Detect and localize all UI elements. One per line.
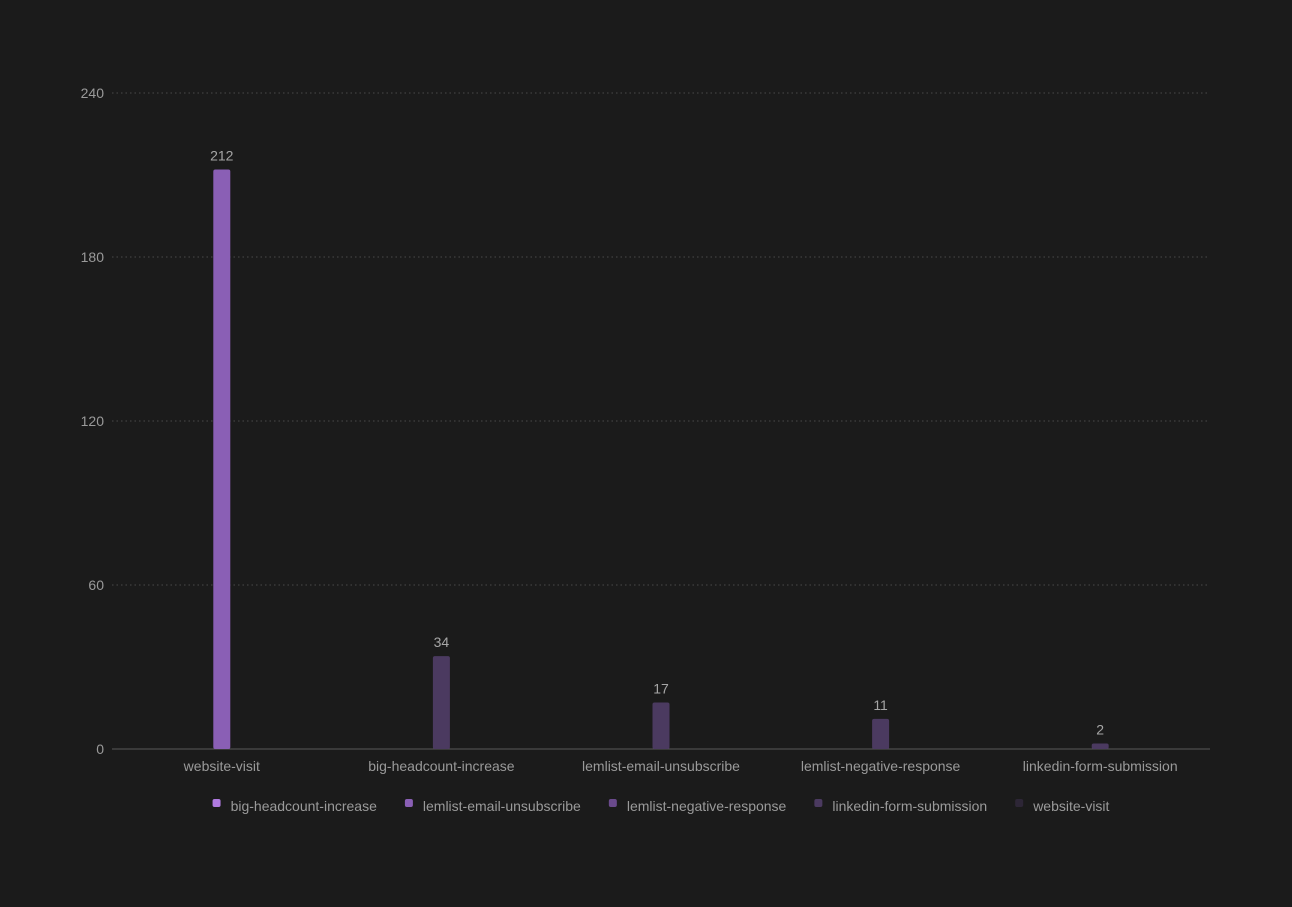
bar-website-visit[interactable] (213, 169, 231, 750)
legend-label: linkedin-form-submission (832, 798, 987, 814)
legend: big-headcount-increase lemlist-email-unsu… (212, 798, 1110, 814)
data-label-linkedin-form-submission: 2 (1096, 722, 1104, 738)
bar-lemlist-email-unsubscribe[interactable] (652, 702, 670, 749)
legend-swatch (212, 799, 221, 807)
y-tick-label: 180 (81, 249, 105, 265)
legend-label: big-headcount-increase (231, 798, 378, 814)
legend-label: website-visit (1032, 798, 1109, 814)
legend-item-lemlist-negative-response[interactable]: lemlist-negative-response (608, 798, 787, 814)
legend-label: lemlist-negative-response (627, 798, 787, 814)
bar-big-headcount-increase[interactable] (432, 656, 450, 749)
data-label-lemlist-email-unsubscribe: 17 (653, 681, 669, 697)
y-tick-label: 120 (81, 413, 105, 429)
y-tick-label: 240 (81, 85, 105, 101)
x-tick-label-lemlist-email-unsubscribe: lemlist-email-unsubscribe (582, 758, 740, 774)
legend-label: lemlist-email-unsubscribe (423, 798, 581, 814)
x-axis-tick-labels: website-visit big-headcount-increase lemli… (183, 758, 1178, 774)
legend-item-linkedin-form-submission[interactable]: linkedin-form-submission (814, 798, 987, 814)
data-label-big-headcount-increase: 34 (434, 634, 450, 650)
x-tick-label-lemlist-negative-response: lemlist-negative-response (801, 758, 961, 774)
data-label-lemlist-negative-response: 11 (873, 697, 888, 713)
legend-item-lemlist-email-unsubscribe[interactable]: lemlist-email-unsubscribe (404, 798, 581, 814)
y-tick-label: 60 (88, 577, 104, 593)
legend-swatch (1015, 799, 1024, 807)
x-tick-label-big-headcount-increase: big-headcount-increase (368, 758, 515, 774)
legend-swatch (404, 799, 413, 807)
legend-swatch (608, 799, 617, 807)
x-tick-label-website-visit: website-visit (183, 758, 260, 774)
legend-swatch (814, 799, 823, 807)
legend-item-big-headcount-increase[interactable]: big-headcount-increase (212, 798, 378, 814)
data-label-website-visit: 212 (210, 148, 234, 164)
bar-linkedin-form-submission[interactable] (1091, 743, 1109, 749)
bars (213, 169, 1109, 750)
bar-lemlist-negative-response[interactable] (872, 718, 890, 749)
y-axis-ticks: 0 60 120 180 240 (81, 85, 105, 757)
y-tick-label: 0 (96, 741, 104, 757)
x-tick-label-linkedin-form-submission: linkedin-form-submission (1023, 758, 1178, 774)
data-labels: 212 34 17 11 2 (210, 148, 1104, 738)
legend-item-website-visit[interactable]: website-visit (1015, 798, 1110, 814)
grid-lines (112, 92, 1210, 586)
